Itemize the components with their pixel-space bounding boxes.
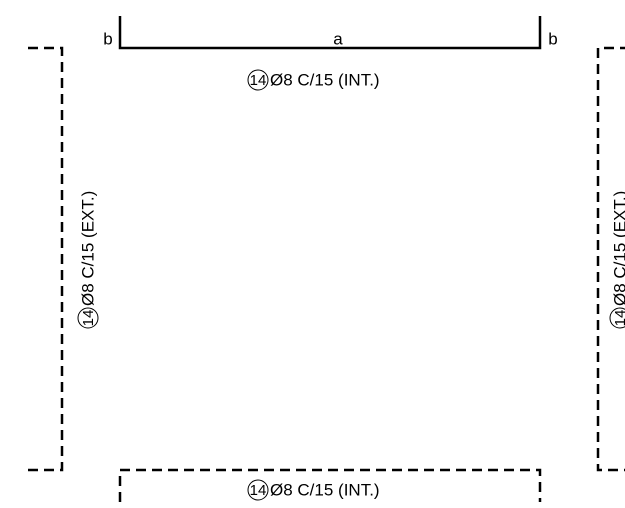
bar-label: Ø8 C/15 (INT.)	[270, 70, 380, 89]
dimension-label: b	[548, 29, 557, 48]
bar-callout: 14 Ø8 C/15 (EXT.)	[609, 191, 625, 329]
mark-circle	[609, 307, 625, 329]
bar-callout: 14 Ø8 C/15 (INT.)	[247, 69, 380, 91]
bar-mark: 14	[612, 310, 625, 327]
mark-circle	[247, 479, 269, 501]
bar-line	[28, 46, 64, 472]
bar-callout: 14 Ø8 C/15 (EXT.)	[77, 191, 99, 329]
bar-callout: 14 Ø8 C/15 (INT.)	[247, 479, 380, 501]
bar-label: Ø8 C/15 (EXT.)	[78, 191, 97, 306]
bar-mark: 14	[80, 310, 97, 327]
dimension-label: b	[103, 29, 112, 48]
bar-label: Ø8 C/15 (EXT.)	[610, 191, 625, 306]
bar-line	[596, 46, 625, 472]
bar-mark: 14	[250, 72, 267, 89]
bar-line	[118, 468, 542, 502]
bar-mark: 14	[250, 482, 267, 499]
bar-line	[118, 16, 542, 50]
mark-circle	[247, 69, 269, 91]
bar-label: Ø8 C/15 (INT.)	[270, 480, 380, 499]
mark-circle	[77, 307, 99, 329]
dimension-label: a	[333, 29, 343, 48]
